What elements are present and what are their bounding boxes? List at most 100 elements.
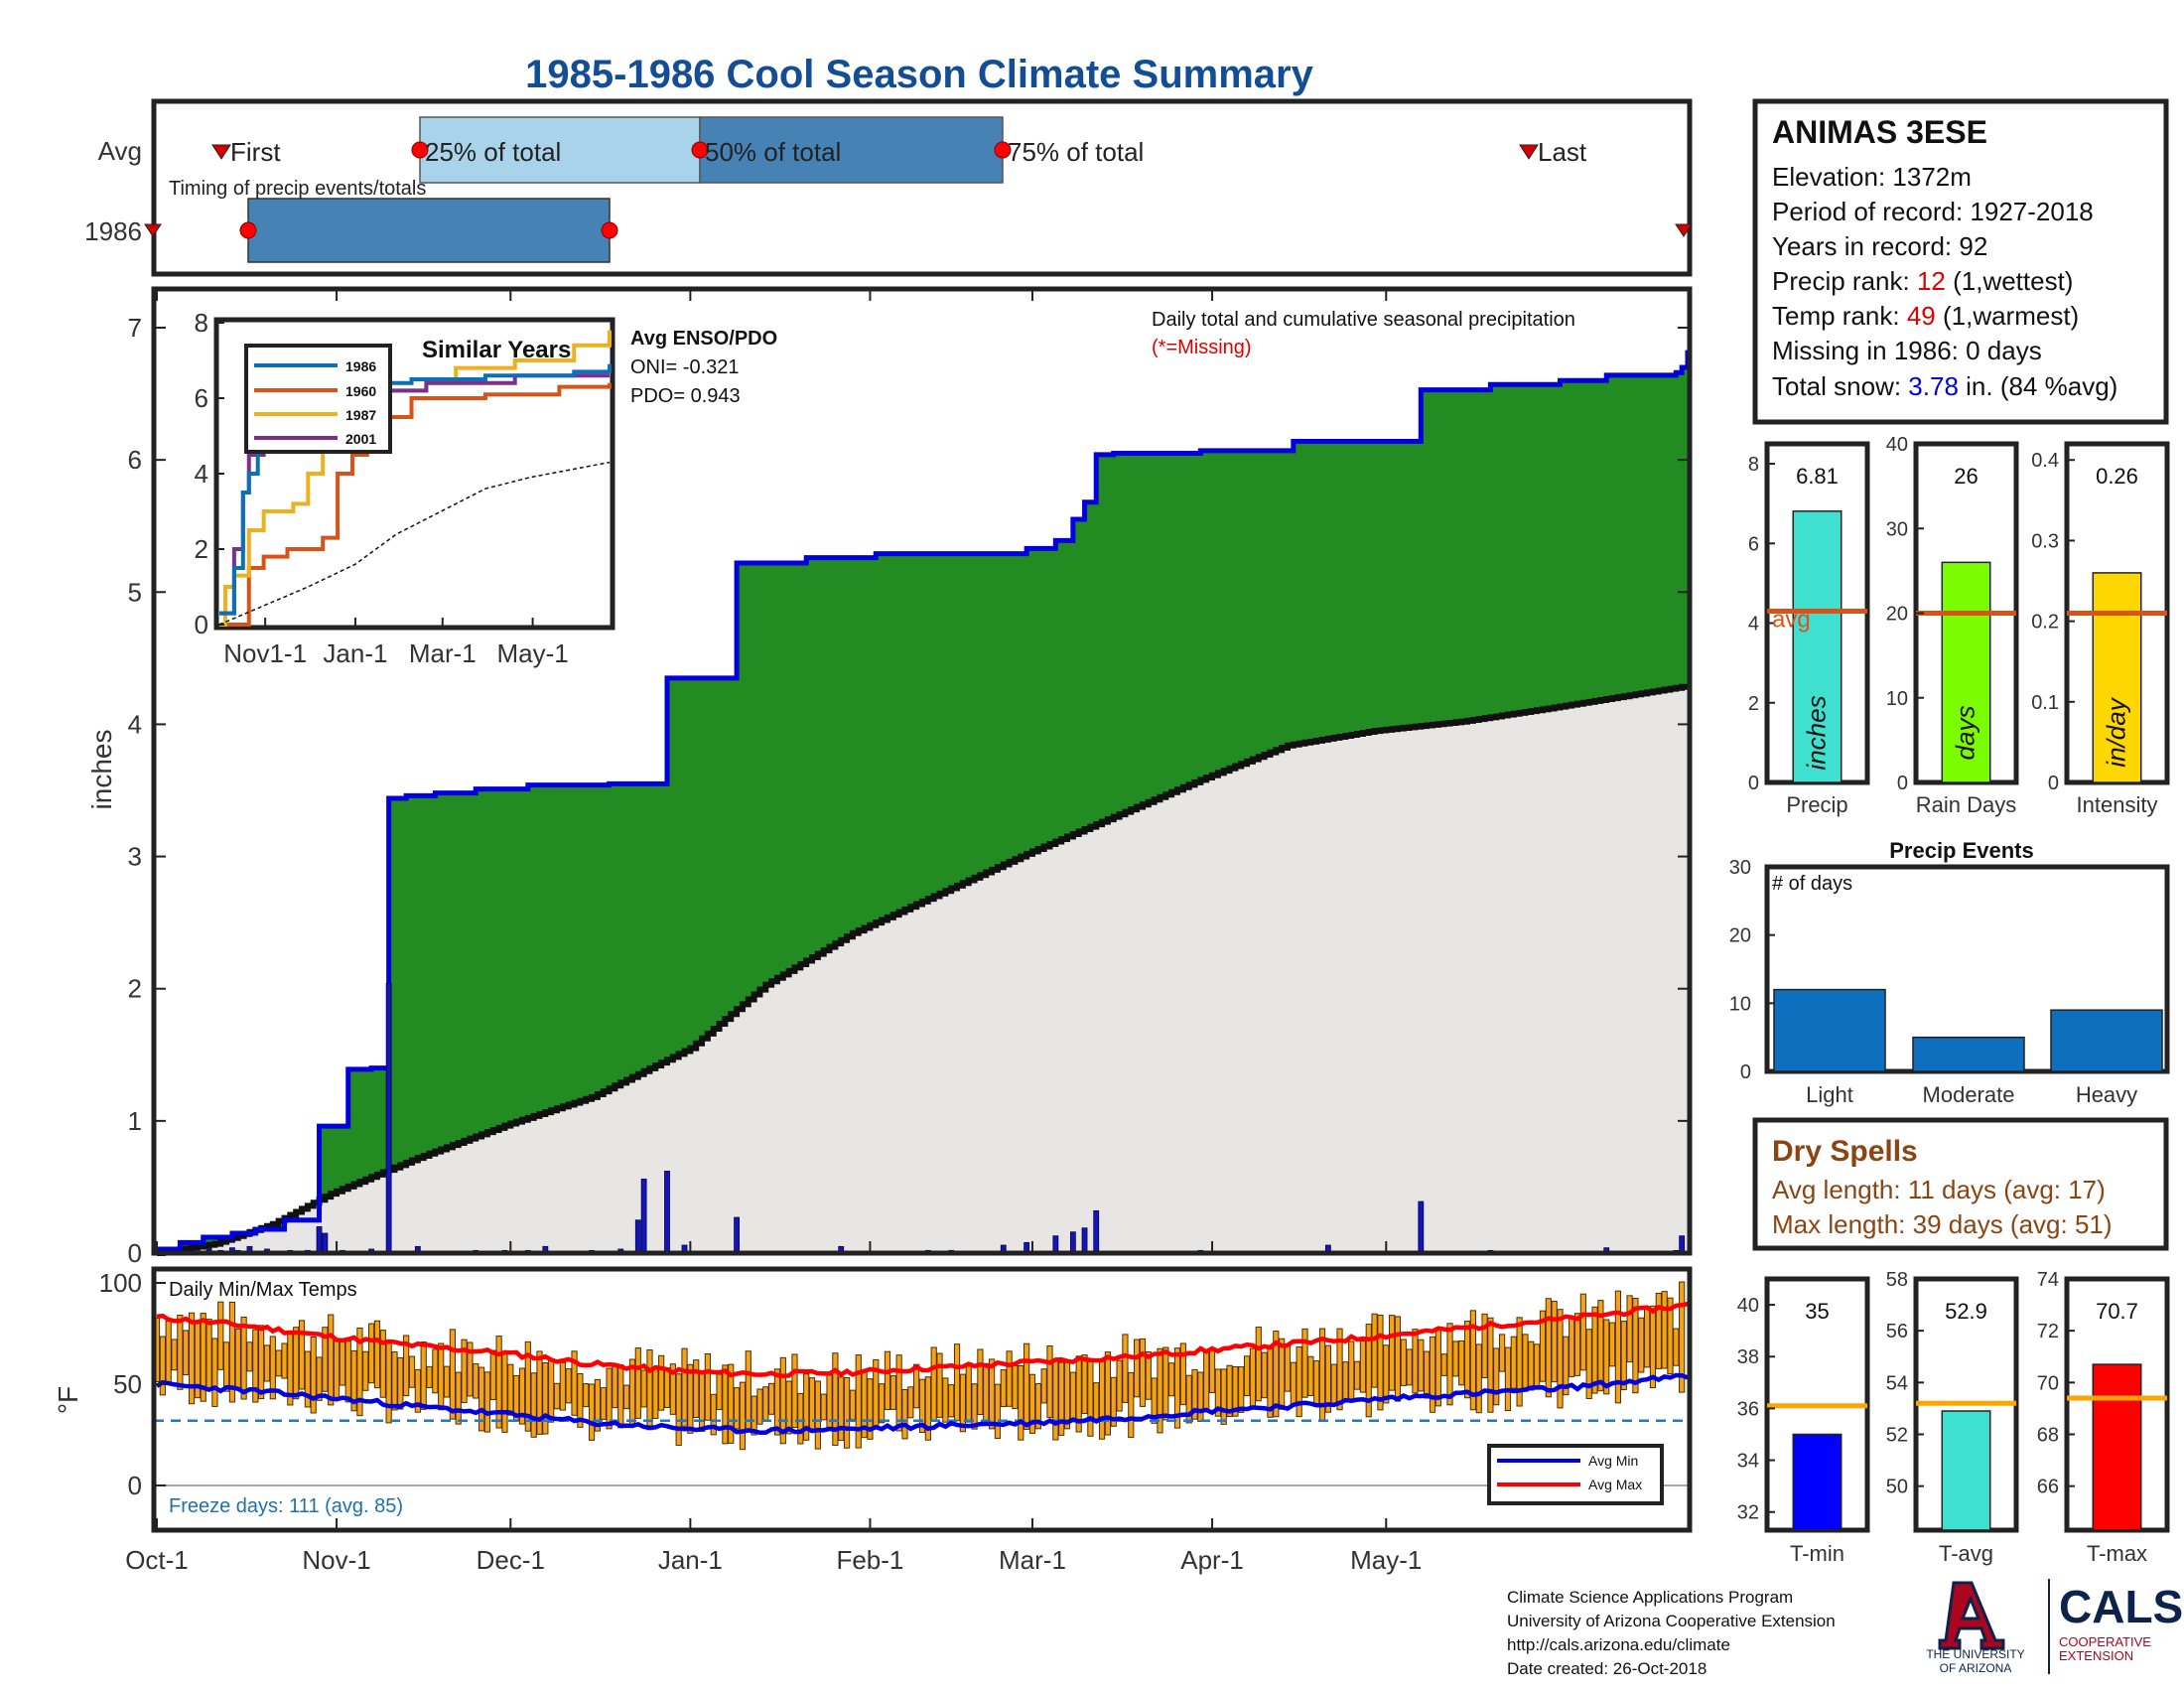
daily-temp-range-bar	[1504, 1346, 1512, 1412]
daily-temp-range-bar	[1573, 1313, 1581, 1376]
daily-precip-bar	[1069, 1231, 1076, 1254]
daily-temp-range-bar	[1336, 1328, 1343, 1411]
daily-temp-range-bar	[461, 1339, 468, 1403]
daily-temp-range-bar	[577, 1373, 584, 1428]
daily-temp-range-bar	[1069, 1371, 1076, 1421]
daily-temp-range-bar	[1098, 1359, 1106, 1440]
daily-temp-range-bar	[1081, 1354, 1088, 1414]
inset-legend	[244, 344, 392, 454]
station-elevation: Elevation: 1372m	[1772, 162, 1972, 192]
intensity-chart-tick-label: 0.1	[2031, 692, 2059, 714]
tmin-chart-tick-label: 32	[1737, 1502, 1759, 1524]
daily-temp-range-bar	[571, 1350, 578, 1416]
daily-temp-range-bar	[728, 1363, 735, 1444]
daily-temp-range-bar	[867, 1378, 874, 1440]
daily-temp-range-bar	[1307, 1355, 1314, 1396]
daily-temp-range-bar	[889, 1375, 896, 1410]
events-tick-label: 30	[1729, 857, 1751, 879]
legend-label-1986: 1986	[345, 358, 376, 374]
daily-temp-range-bar	[1608, 1322, 1616, 1367]
month-label: Nov-1	[302, 1545, 370, 1575]
daily-temp-range-bar	[1371, 1313, 1378, 1388]
daily-temp-range-bar	[1446, 1323, 1453, 1406]
avg-max-line	[156, 1301, 1689, 1379]
daily-temp-range-bar	[495, 1336, 502, 1429]
precip-annotation: Daily total and cumulative seasonal prec…	[1152, 309, 1575, 331]
daily-temp-range-bar	[1394, 1316, 1402, 1402]
daily-precip-bar	[634, 1219, 641, 1254]
daily-temp-range-bar	[918, 1378, 926, 1434]
timing-row-year: 1986	[84, 216, 142, 246]
daily-temp-range-bar	[739, 1381, 747, 1451]
timing-first-marker	[211, 144, 231, 160]
daily-temp-range-bar	[663, 1367, 671, 1408]
daily-temp-range-bar	[1046, 1344, 1053, 1418]
daily-temp-range-bar	[1545, 1298, 1552, 1398]
legend-label-2001: 2001	[345, 431, 376, 447]
daily-temp-range-bar	[408, 1355, 416, 1388]
daily-temp-range-bar	[1203, 1349, 1210, 1411]
daily-temp-range-bar	[1475, 1343, 1482, 1414]
daily-temp-range-bar	[953, 1343, 961, 1422]
inset-x-tick-label: May-1	[496, 638, 568, 668]
rain-days-chart-label: Rain Days	[1916, 792, 2016, 817]
rain-days-chart-tick-label: 10	[1886, 688, 1908, 710]
daily-temp-range-bar	[1463, 1321, 1471, 1399]
daily-temp-range-bar	[965, 1362, 972, 1423]
daily-temp-range-bar	[606, 1367, 613, 1430]
daily-temp-range-bar	[559, 1361, 566, 1411]
tmin-chart-bar	[1792, 1433, 1843, 1531]
page-title: 1985-1986 Cool Season Climate Summary	[525, 53, 1313, 96]
daily-temp-range-bar	[1018, 1364, 1024, 1441]
daily-temp-range-bar	[1389, 1315, 1396, 1391]
daily-temp-range-bar	[1440, 1353, 1447, 1376]
daily-temp-range-bar	[1301, 1328, 1308, 1398]
daily-temp-range-bar	[1122, 1334, 1129, 1403]
daily-temp-range-bar	[449, 1329, 456, 1420]
timing-avg-50-dot	[691, 141, 709, 159]
daily-temp-range-bar	[483, 1371, 491, 1433]
daily-temp-range-bar	[1348, 1340, 1355, 1400]
events-tick-label: 0	[1740, 1061, 1751, 1083]
daily-temp-range-bar	[977, 1348, 984, 1416]
daily-temp-range-bar	[228, 1301, 236, 1403]
temp-rank-prefix: Temp rank:	[1772, 301, 1907, 331]
daily-temp-range-bar	[298, 1320, 306, 1390]
daily-temp-range-bar	[768, 1382, 775, 1415]
daily-temp-range-bar	[159, 1336, 166, 1396]
timing-avg-50-75-box	[699, 116, 1004, 184]
daily-temp-range-bar	[1569, 1317, 1575, 1377]
daily-temp-range-bar	[640, 1369, 647, 1408]
daily-temp-range-bar	[1208, 1347, 1216, 1393]
daily-temp-range-bar	[687, 1363, 694, 1434]
footer: Climate Science Applications Program Uni…	[1507, 1579, 2183, 1678]
daily-temp-range-bar	[350, 1349, 357, 1412]
legend-avg-max: Avg Max	[1588, 1477, 1642, 1492]
missing-note: (*=Missing)	[1152, 337, 1252, 358]
precip-rank-prefix: Precip rank:	[1772, 266, 1917, 296]
temps-panel: 0 50 100 °F Daily Min/Max Temps Freeze day…	[53, 1266, 1693, 1533]
avg-min-line	[155, 1372, 1689, 1436]
daily-temp-range-bar	[1261, 1351, 1268, 1399]
daily-temp-range-bar	[1365, 1324, 1372, 1418]
daily-temp-range-bar	[1052, 1358, 1059, 1441]
timing-last-marker	[1519, 144, 1539, 160]
inset-y-tick-label: 8	[195, 308, 208, 338]
daily-temp-range-bar	[1452, 1340, 1459, 1377]
daily-temp-range-bar	[983, 1362, 990, 1424]
precip-y-tick-label: 6	[128, 445, 142, 475]
enso-pdo: PDO= 0.943	[630, 385, 741, 407]
daily-temp-range-bar	[1238, 1366, 1245, 1413]
daily-temp-range-bar	[316, 1356, 323, 1401]
daily-temp-range-bar	[1139, 1338, 1147, 1407]
daily-temp-range-bar	[1498, 1334, 1506, 1372]
daily-temp-range-bar	[1487, 1317, 1494, 1413]
month-label: Dec-1	[477, 1545, 545, 1575]
inset-y-tick-label: 6	[195, 383, 208, 413]
tmax-chart: 70.7 T-max 66 68 70 72 74	[2037, 1269, 2170, 1566]
tmin-chart-tick-label: 38	[1737, 1346, 1759, 1368]
enso-title: Avg ENSO/PDO	[630, 328, 777, 350]
tavg-chart-tick-label: 54	[1886, 1372, 1908, 1394]
daily-temp-range-bar	[1063, 1360, 1071, 1430]
